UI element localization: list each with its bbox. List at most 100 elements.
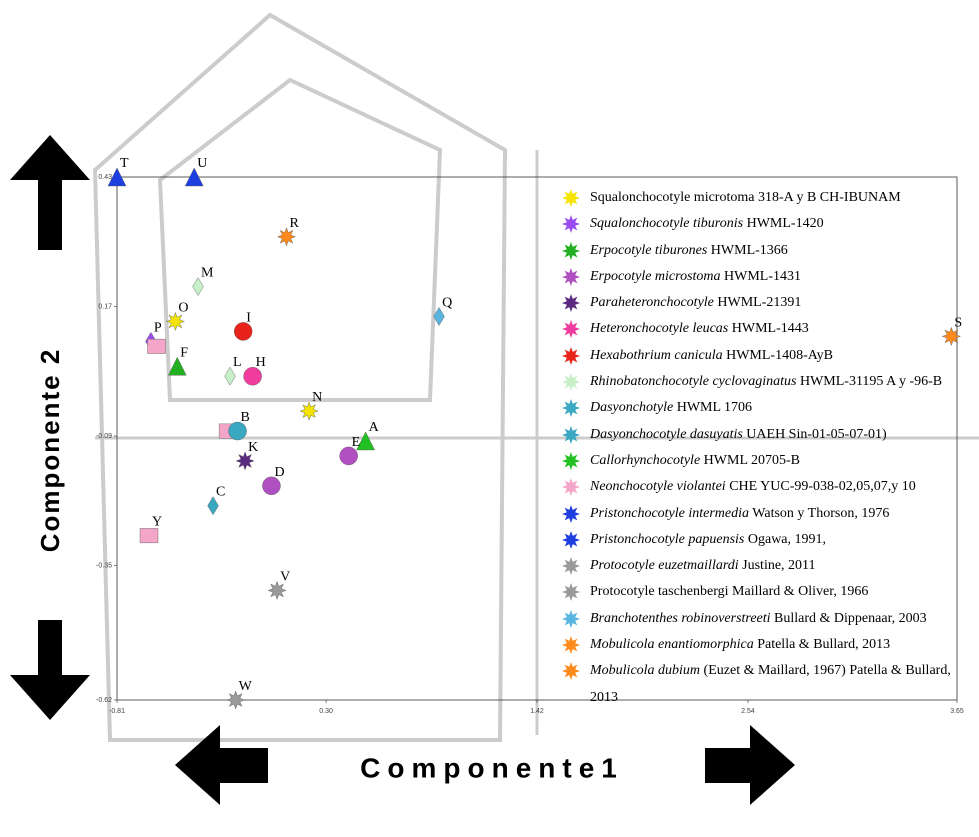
point-label: M — [201, 266, 214, 281]
legend-marker — [562, 320, 580, 338]
legend-detail: Watson y Thorson, 1976 — [752, 506, 889, 521]
point-label: F — [180, 345, 188, 360]
legend-detail: HWML-1408-AyB — [726, 348, 833, 363]
legend-name: Protocotyle taschenbergi Maillard & Oliv… — [590, 584, 868, 599]
point-label: T — [120, 156, 129, 171]
legend-marker — [562, 399, 580, 417]
legend-item: Rhinobatonchocotyle cyclovaginatus HWML-… — [560, 369, 975, 395]
legend-name: Paraheteronchocotyle — [590, 295, 714, 310]
legend-item: Erpocotyle microstoma HWML-1431 — [560, 264, 975, 290]
legend-name: Mobulicola enantiomorphica — [590, 637, 754, 652]
legend-marker — [562, 426, 580, 444]
legend-detail: HWML-1366 — [711, 243, 788, 258]
point-label: D — [274, 465, 284, 480]
point-label: H — [256, 355, 266, 370]
legend-name: Hexabothrium canicula — [590, 348, 723, 363]
legend-detail: HWML-1431 — [724, 269, 801, 284]
legend-swatch — [560, 319, 582, 339]
point-label: W — [239, 679, 253, 694]
legend-detail: HWML 1706 — [677, 400, 752, 415]
legend-text: Squalonchocotyle microtoma 318-A y B CH-… — [590, 185, 901, 211]
legend-item: Pristonchocotyle intermedia Watson y Tho… — [560, 501, 975, 527]
legend-detail: Patella & Bullard, 2013 — [757, 637, 890, 652]
legend-marker — [562, 583, 580, 601]
legend-text: Erpocotyle tiburones HWML-1366 — [590, 238, 788, 264]
point-label: B — [241, 410, 250, 425]
legend-text: Callorhynchocotyle HWML 20705-B — [590, 448, 800, 474]
legend-swatch — [560, 425, 582, 445]
point-label: C — [216, 485, 225, 500]
point-label: U — [197, 156, 207, 171]
point-label: V — [280, 569, 290, 584]
legend-marker — [562, 478, 580, 496]
legend-marker — [562, 557, 580, 575]
legend-item: Squalonchocotyle tiburonis HWML-1420 — [560, 211, 975, 237]
x-tick-label: -0.81 — [109, 708, 125, 715]
legend-name: Pristonchocotyle papuensis — [590, 532, 744, 547]
legend-item: Dasyonchotyle HWML 1706 — [560, 395, 975, 421]
legend-swatch — [560, 504, 582, 524]
legend-swatch — [560, 530, 582, 550]
decor — [95, 15, 505, 740]
point-label: R — [290, 216, 300, 231]
legend-text: Heteronchocotyle leucas HWML-1443 — [590, 316, 809, 342]
legend-name: Erpocotyle microstoma — [590, 269, 721, 284]
legend-marker — [562, 268, 580, 286]
legend-text: Paraheteronchocotyle HWML-21391 — [590, 290, 801, 316]
y-tick-label: -0.09 — [96, 433, 112, 440]
legend-text: Hexabothrium canicula HWML-1408-AyB — [590, 343, 833, 369]
y-tick-label: 0.43 — [98, 174, 112, 181]
legend-detail: Justine, 2011 — [742, 558, 815, 573]
legend-text: Protocotyle euzetmaillardi Justine, 2011 — [590, 553, 816, 579]
legend-swatch — [560, 188, 582, 208]
point-label: K — [248, 440, 258, 455]
point-label: A — [369, 420, 380, 435]
x-tick-label: 1.42 — [530, 708, 544, 715]
legend-swatch — [560, 346, 582, 366]
legend-marker — [562, 505, 580, 523]
legend-item: Branchotenthes robinoverstreeti Bullard … — [560, 606, 975, 632]
legend: Squalonchocotyle microtoma 318-A y B CH-… — [560, 185, 975, 711]
legend-swatch — [560, 214, 582, 234]
legend-detail: HWML-31195 A y -96-B — [800, 374, 942, 389]
legend-name: Mobulicola dubium — [590, 663, 700, 678]
legend-swatch — [560, 556, 582, 576]
legend-item: Paraheteronchocotyle HWML-21391 — [560, 290, 975, 316]
point-label: O — [178, 300, 188, 315]
point-label: Q — [442, 295, 452, 310]
legend-name: Heteronchocotyle leucas — [590, 321, 728, 336]
legend-item: Protocotyle euzetmaillardi Justine, 2011 — [560, 553, 975, 579]
legend-name: Neonchocotyle violantei — [590, 479, 726, 494]
legend-item: Protocotyle taschenbergi Maillard & Oliv… — [560, 579, 975, 605]
legend-swatch — [560, 661, 582, 681]
legend-name: Branchotenthes robinoverstreeti — [590, 611, 771, 626]
legend-swatch — [560, 635, 582, 655]
point — [140, 528, 158, 542]
point-label: L — [233, 355, 242, 370]
legend-marker — [562, 452, 580, 470]
legend-text: Mobulicola enantiomorphica Patella & Bul… — [590, 632, 890, 658]
point — [148, 339, 166, 353]
legend-name: Squalonchocotyle microtoma 318-A y B CH-… — [590, 190, 901, 205]
legend-detail: HWML-1420 — [747, 216, 824, 231]
legend-text: Neonchocotyle violantei CHE YUC-99-038-0… — [590, 474, 916, 500]
legend-text: Dasyonchotyle HWML 1706 — [590, 395, 752, 421]
point-label: I — [246, 310, 251, 325]
legend-detail: Ogawa, 1991, — [748, 532, 826, 547]
legend-marker — [562, 662, 580, 680]
legend-detail: HWML 20705-B — [704, 453, 800, 468]
legend-item: Heteronchocotyle leucas HWML-1443 — [560, 316, 975, 342]
legend-item: Mobulicola enantiomorphica Patella & Bul… — [560, 632, 975, 658]
legend-detail: HWML-1443 — [732, 321, 809, 336]
legend-name: Callorhynchocotyle — [590, 453, 700, 468]
legend-text: Rhinobatonchocotyle cyclovaginatus HWML-… — [590, 369, 942, 395]
y-tick-label: 0.17 — [98, 304, 112, 311]
legend-detail: HWML-21391 — [717, 295, 801, 310]
legend-name: Dasyonchocotyle dasuyatis — [590, 427, 743, 442]
legend-detail: CHE YUC-99-038-02,05,07,y 10 — [729, 479, 916, 494]
point-label: E — [352, 435, 361, 450]
legend-name: Squalonchocotyle tiburonis — [590, 216, 743, 231]
legend-marker — [562, 610, 580, 628]
legend-item: Squalonchocotyle microtoma 318-A y B CH-… — [560, 185, 975, 211]
legend-text: Dasyonchocotyle dasuyatis UAEH Sin-01-05… — [590, 422, 887, 448]
